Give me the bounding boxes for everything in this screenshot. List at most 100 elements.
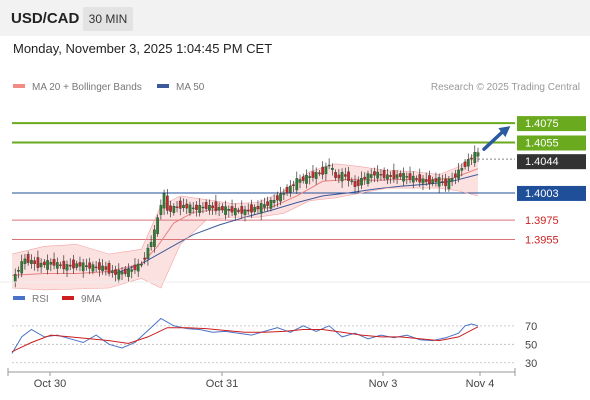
legend-swatch-ma50 — [157, 84, 169, 88]
candle-body — [133, 264, 137, 271]
candle-body — [175, 206, 179, 208]
candle-body — [107, 263, 111, 274]
x-tick-label-3: Nov 4 — [466, 378, 495, 390]
price-tag-1.4075 — [517, 116, 586, 132]
candle-body — [195, 204, 198, 210]
candle-body — [188, 204, 192, 213]
candle-body — [36, 257, 40, 268]
candle-body — [373, 171, 376, 176]
candle-body — [201, 206, 205, 209]
candle-body — [285, 186, 289, 194]
legend-label-ma50: MA 50 — [176, 82, 205, 93]
candle-body — [46, 260, 49, 270]
candle-body — [331, 168, 334, 170]
candle-body — [52, 259, 56, 266]
rsi-legend-label-rsi: RSI — [32, 294, 49, 305]
candle-body — [437, 177, 441, 187]
candle-body — [470, 157, 473, 160]
candle-body — [379, 174, 383, 176]
candle-body — [156, 217, 159, 235]
candle-body — [230, 206, 234, 213]
candle-body — [81, 262, 85, 272]
candle-body — [308, 176, 312, 178]
candle-body — [428, 175, 431, 185]
candle-body — [295, 178, 299, 191]
candle-body — [418, 174, 422, 183]
candle-body — [298, 179, 302, 183]
candle-body — [253, 207, 257, 212]
price-tag-label-1.4075: 1.4075 — [525, 118, 559, 130]
candle-body — [327, 164, 331, 167]
candle-body — [94, 266, 98, 269]
x-tick-label-0: Oct 30 — [34, 378, 66, 390]
candle-body — [220, 205, 224, 211]
price-tag-1.4003 — [517, 185, 586, 201]
candle-body — [39, 262, 43, 268]
candle-body — [62, 260, 66, 270]
candle-body — [392, 170, 396, 180]
candle-body — [140, 264, 143, 266]
candle-body — [447, 178, 451, 190]
candle-body — [78, 262, 82, 267]
candle-body — [75, 263, 79, 268]
candle-body — [369, 174, 373, 178]
candle-body — [227, 209, 231, 211]
candle-body — [153, 229, 156, 247]
candle-body — [463, 161, 467, 167]
candle-body — [395, 174, 399, 179]
candle-body — [172, 206, 176, 213]
candle-body — [250, 204, 253, 213]
candle-body — [444, 178, 447, 187]
candle-body — [421, 178, 425, 184]
candle-body — [59, 264, 62, 266]
candle-body — [363, 176, 367, 180]
candle-body — [450, 178, 454, 182]
candle-body — [457, 169, 460, 179]
candle-body — [415, 178, 418, 180]
candle-body — [169, 205, 172, 212]
candle-body — [208, 205, 211, 211]
candle-body — [114, 269, 117, 275]
candle-body — [23, 258, 27, 264]
candle-body — [85, 265, 88, 268]
candle-body — [55, 262, 59, 269]
candle-body — [30, 259, 33, 264]
candle-body — [101, 265, 104, 272]
candle-body — [441, 181, 444, 183]
candle-body — [204, 202, 208, 209]
candle-body — [292, 184, 295, 186]
price-tag-label-1.4003: 1.4003 — [525, 188, 559, 200]
candle-body — [104, 266, 108, 270]
candle-body — [398, 173, 402, 177]
rsi-tick-30: 30 — [525, 358, 537, 370]
candle-body — [198, 205, 202, 213]
candle-body — [185, 203, 189, 209]
candle-body — [240, 206, 244, 214]
x-tick-label-2: Nov 3 — [369, 378, 398, 390]
candle-body — [343, 174, 347, 177]
candle-body — [68, 264, 72, 267]
candle-body — [130, 269, 134, 272]
candle-body — [165, 195, 169, 211]
projection-arrow-head — [498, 126, 511, 138]
price-tag-label-1.4044: 1.4044 — [525, 156, 559, 168]
legend-swatch-ma20 — [13, 84, 25, 88]
candle-body — [162, 193, 166, 209]
candle-body — [411, 175, 415, 183]
candle-body — [146, 247, 150, 259]
candle-body — [149, 241, 153, 248]
timeframe-button[interactable]: 30 MIN — [83, 7, 133, 31]
candle-body — [20, 261, 24, 274]
candle-body — [88, 262, 92, 269]
symbol-title: USD/CAD — [11, 10, 80, 27]
ma50-line — [115, 174, 479, 274]
candle-body — [466, 159, 470, 167]
candle-body — [191, 207, 195, 210]
candle-body — [376, 171, 380, 179]
candle-body — [263, 204, 266, 208]
candle-body — [360, 178, 363, 186]
candle-body — [424, 179, 428, 183]
price-tag-1.4044 — [517, 154, 586, 170]
candle-body — [182, 204, 185, 209]
candle-body — [117, 269, 121, 280]
